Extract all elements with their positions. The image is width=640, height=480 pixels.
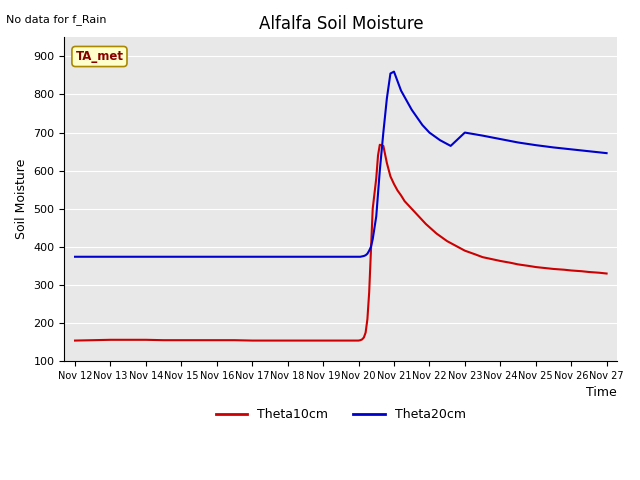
Theta20cm bbox=[365, 248, 373, 253]
Y-axis label: Soil Moisture: Soil Moisture bbox=[15, 159, 28, 240]
Theta20cm bbox=[177, 254, 185, 260]
Theta20cm bbox=[514, 140, 522, 145]
Theta20cm bbox=[426, 130, 433, 135]
Theta20cm bbox=[89, 254, 97, 260]
Theta20cm bbox=[550, 144, 557, 150]
Theta20cm bbox=[356, 254, 364, 260]
Legend: Theta10cm, Theta20cm: Theta10cm, Theta20cm bbox=[211, 403, 470, 426]
Theta20cm bbox=[447, 143, 454, 149]
Theta20cm bbox=[358, 253, 366, 259]
Theta20cm bbox=[266, 254, 274, 260]
Theta20cm bbox=[567, 146, 575, 152]
Theta20cm bbox=[383, 96, 391, 101]
Theta10cm bbox=[177, 337, 185, 343]
Theta20cm bbox=[585, 148, 593, 154]
Theta20cm bbox=[603, 150, 611, 156]
Theta20cm bbox=[479, 133, 486, 139]
Line: Theta10cm: Theta10cm bbox=[75, 145, 607, 341]
Theta10cm bbox=[107, 337, 115, 343]
Theta20cm bbox=[380, 130, 387, 135]
Theta10cm bbox=[603, 271, 611, 276]
Theta20cm bbox=[160, 254, 168, 260]
Theta20cm bbox=[360, 253, 368, 259]
Theta20cm bbox=[142, 254, 150, 260]
Theta20cm bbox=[107, 254, 115, 260]
Theta20cm bbox=[397, 88, 405, 94]
Theta20cm bbox=[532, 142, 540, 148]
Theta20cm bbox=[248, 254, 256, 260]
Theta20cm bbox=[230, 254, 238, 260]
Theta20cm bbox=[319, 254, 327, 260]
Theta10cm bbox=[376, 142, 383, 148]
Theta20cm bbox=[387, 71, 394, 76]
Theta20cm bbox=[284, 254, 291, 260]
Theta20cm bbox=[376, 168, 383, 174]
Theta20cm bbox=[419, 122, 426, 128]
Text: TA_met: TA_met bbox=[76, 50, 124, 63]
Theta20cm bbox=[337, 254, 345, 260]
Theta10cm bbox=[71, 338, 79, 344]
Theta20cm bbox=[408, 107, 415, 113]
Theta10cm bbox=[230, 337, 238, 343]
Theta20cm bbox=[369, 236, 376, 242]
Theta20cm bbox=[374, 191, 382, 196]
Theta20cm bbox=[390, 69, 398, 74]
Theta20cm bbox=[364, 251, 371, 257]
Theta20cm bbox=[301, 254, 309, 260]
Theta20cm bbox=[497, 136, 504, 142]
Theta10cm bbox=[472, 252, 479, 257]
Title: Alfalfa Soil Moisture: Alfalfa Soil Moisture bbox=[259, 15, 423, 33]
Theta20cm bbox=[371, 225, 378, 231]
X-axis label: Time: Time bbox=[586, 386, 617, 399]
Theta20cm bbox=[372, 214, 380, 219]
Theta20cm bbox=[362, 252, 369, 258]
Theta20cm bbox=[436, 137, 444, 143]
Theta20cm bbox=[213, 254, 221, 260]
Theta10cm bbox=[387, 173, 394, 179]
Theta20cm bbox=[71, 254, 79, 260]
Theta20cm bbox=[124, 254, 132, 260]
Line: Theta20cm: Theta20cm bbox=[75, 72, 607, 257]
Text: No data for f_Rain: No data for f_Rain bbox=[6, 14, 107, 25]
Theta20cm bbox=[355, 254, 362, 260]
Theta20cm bbox=[367, 244, 375, 250]
Theta20cm bbox=[195, 254, 203, 260]
Theta20cm bbox=[351, 254, 359, 260]
Theta20cm bbox=[461, 130, 468, 135]
Theta10cm bbox=[337, 338, 345, 344]
